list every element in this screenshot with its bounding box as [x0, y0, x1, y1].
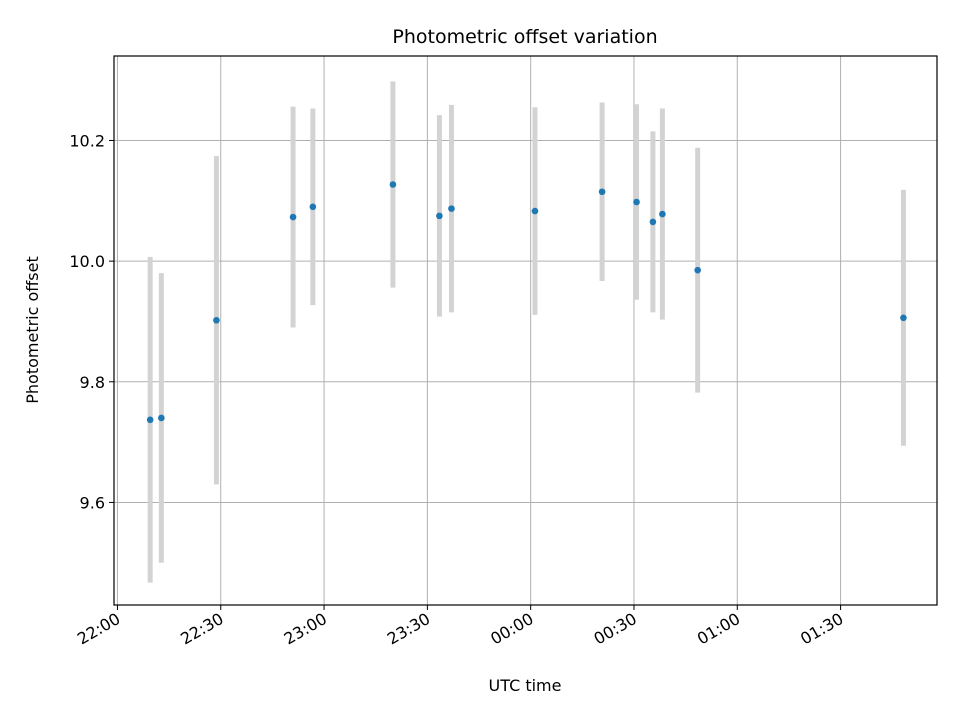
data-points — [146, 181, 907, 424]
data-point — [213, 316, 220, 324]
data-point — [146, 416, 154, 424]
plot-frame — [113, 55, 938, 606]
data-point — [659, 210, 666, 218]
data-point — [289, 213, 297, 221]
data-point — [389, 181, 397, 188]
plot-area-background — [114, 56, 937, 605]
data-point — [448, 205, 455, 212]
data-point — [633, 198, 640, 206]
data-point — [531, 207, 539, 215]
data-point — [649, 218, 657, 226]
data-point — [309, 203, 317, 211]
y-tick-label: 9.8 — [80, 373, 105, 392]
data-point — [900, 314, 907, 322]
data-point — [694, 266, 701, 274]
chart-title: Photometric offset variation — [392, 26, 657, 48]
y-axis-ticks: 9.6 9.8 10.0 10.2 — [69, 131, 114, 512]
data-point — [436, 212, 443, 220]
y-tick-label: 10.2 — [69, 131, 105, 150]
data-point — [158, 414, 165, 422]
data-point — [598, 188, 606, 196]
x-axis-label: UTC time — [489, 676, 562, 695]
grid-lines — [114, 56, 937, 605]
y-tick-label: 10.0 — [69, 252, 105, 271]
y-axis-label: Photometric offset — [23, 256, 42, 404]
y-tick-label: 9.6 — [80, 493, 105, 512]
